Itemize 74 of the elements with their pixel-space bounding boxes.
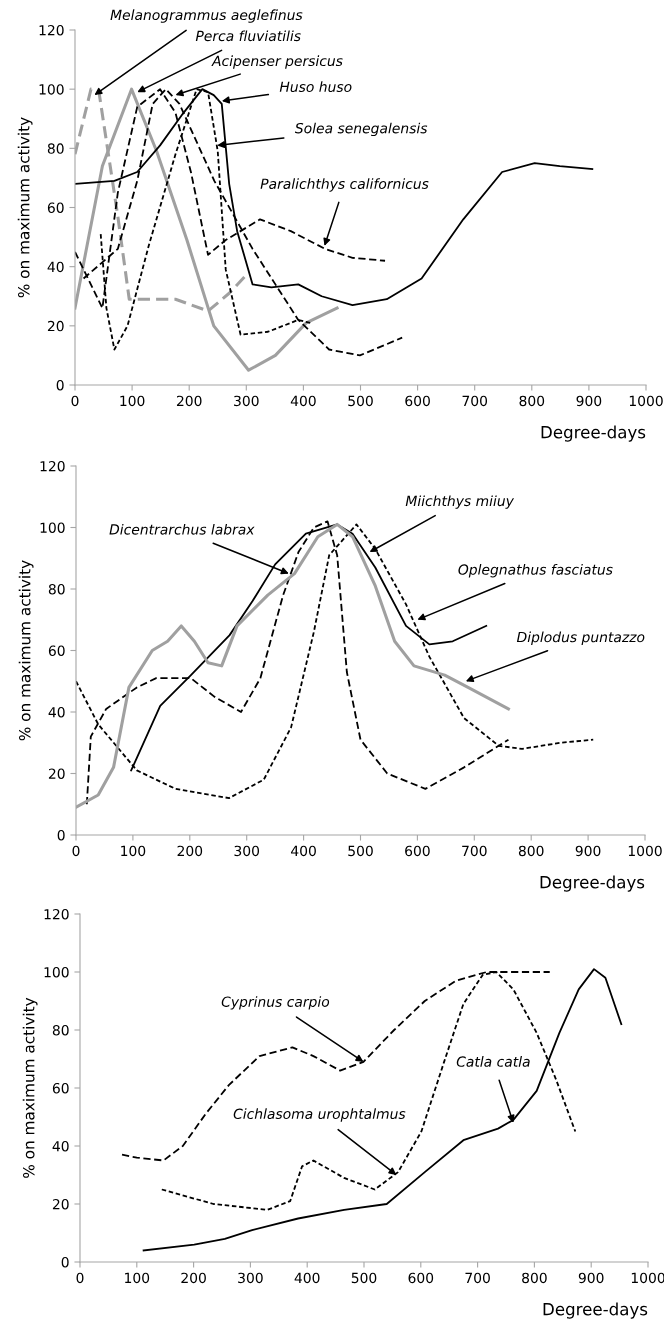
x-tick-label: 200 (181, 1272, 206, 1284)
y-tick-label: 40 (52, 1140, 69, 1152)
x-tick-label: 400 (294, 1272, 320, 1284)
x-tick-label: 300 (234, 845, 260, 857)
x-tick-label: 1000 (631, 1272, 664, 1284)
y-tick-label: 0 (57, 829, 65, 841)
annotation: Cichlasoma urophtalmus (233, 1108, 406, 1122)
annotation: Melanogrammus aeglefinus (110, 9, 303, 23)
x-tick-label: 200 (177, 845, 203, 857)
y-tick-label: 0 (56, 379, 64, 391)
line-series (142, 968, 623, 1252)
y-tick-label: 120 (44, 908, 69, 920)
y-tick-label: 100 (40, 522, 65, 533)
x-tick-label: 800 (519, 395, 545, 407)
x-tick-label: 900 (576, 395, 602, 407)
x-tick-label: 800 (518, 845, 544, 857)
x-tick-label: 0 (76, 1272, 84, 1284)
y-tick-label: 120 (40, 460, 65, 472)
y-axis-title: % on maximum activity (18, 560, 34, 741)
annotation: Solea senegalensis (294, 122, 428, 137)
y-tick-label: 60 (52, 1082, 69, 1094)
x-tick-label: 400 (291, 845, 316, 857)
annotation: Dicentrarchus labrax (109, 523, 255, 535)
x-tick-label: 900 (578, 1272, 604, 1284)
y-tick-label: 60 (48, 645, 65, 656)
x-tick-label: 800 (522, 1272, 547, 1284)
annotation: Paralichthys californicus (260, 178, 429, 192)
y-tick-label: 20 (52, 1198, 69, 1210)
x-tick-label: 700 (462, 395, 488, 407)
annotation: Oplegnathus fasciatus (458, 564, 613, 578)
y-tick-label: 100 (44, 966, 69, 978)
annotation: Cyprinus carpio (221, 996, 330, 1010)
x-tick-label: 500 (348, 845, 373, 857)
annotation: Catla catla (456, 1056, 530, 1067)
y-tick-label: 40 (47, 261, 64, 273)
x-tick-label: 100 (121, 845, 146, 857)
x-tick-label: 0 (72, 845, 80, 857)
x-tick-label: 700 (462, 845, 487, 857)
y-axis-title: % on maximum activity (17, 117, 33, 298)
y-axis-title: % on maximum activity (22, 997, 38, 1178)
y-tick-label: 20 (48, 768, 65, 779)
y-tick-label: 100 (39, 84, 64, 95)
x-tick-label: 500 (348, 395, 373, 407)
x-tick-label: 1000 (629, 395, 663, 407)
x-tick-label: 900 (575, 845, 601, 857)
y-tick-label: 60 (47, 202, 64, 213)
y-tick-label: 80 (47, 143, 64, 154)
x-tick-label: 600 (405, 845, 430, 857)
x-tick-label: 100 (120, 395, 145, 407)
y-tick-label: 120 (39, 24, 64, 36)
x-tick-label: 500 (351, 1272, 377, 1284)
y-tick-label: 40 (48, 706, 65, 718)
x-axis-title: Degree-days (543, 1302, 648, 1319)
y-tick-label: 0 (61, 1256, 69, 1268)
annotation: Miichthys miiuy (405, 495, 515, 509)
x-axis-title: Degree-days (540, 875, 645, 892)
x-tick-label: 700 (465, 1272, 490, 1284)
x-tick-label: 400 (290, 395, 316, 407)
annotation: Huso huso (279, 81, 352, 93)
annotation: Acipenser persicus (211, 55, 343, 69)
y-tick-label: 80 (48, 583, 65, 595)
x-tick-label: 1000 (628, 845, 662, 857)
y-tick-label: 20 (47, 320, 64, 332)
x-tick-label: 200 (176, 395, 202, 407)
annotation: Diplodus puntazzo (516, 631, 645, 645)
x-tick-label: 300 (234, 395, 259, 407)
x-tick-label: 600 (408, 1272, 434, 1284)
x-tick-label: 100 (125, 1272, 150, 1284)
x-tick-label: 300 (238, 1272, 263, 1284)
y-tick-label: 80 (52, 1024, 69, 1036)
x-tick-label: 0 (71, 395, 79, 407)
annotation: Perca fluviatilis (195, 30, 301, 42)
x-tick-label: 600 (405, 395, 430, 407)
x-axis-title: Degree-days (541, 425, 646, 442)
